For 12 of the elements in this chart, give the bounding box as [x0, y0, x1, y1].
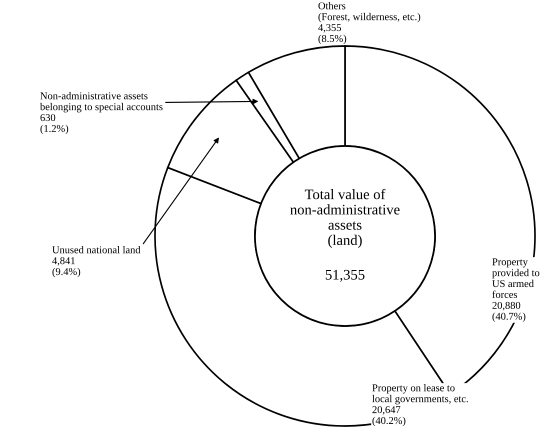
slice-label: Others (Forest, wilderness, etc.)	[318, 2, 420, 22]
text: Total value of non-administrative assets (land)	[290, 188, 400, 248]
data-label: 4,355 (8.5%)	[318, 24, 346, 44]
data-label: 630 (1.2%)	[40, 114, 68, 134]
slice-label: Non-administrative assets belonging to special accounts	[40, 92, 163, 112]
text: 51,355	[326, 270, 364, 282]
data-label: 4,841 (9.4%)	[52, 257, 80, 278]
data-label: 20,647 (40.2%)	[372, 406, 406, 426]
slice-label: Unused national land	[52, 246, 140, 254]
slice-label: Property provided to US armed forces	[492, 258, 540, 298]
data-label: 20,880 (40.7%)	[492, 302, 526, 322]
slice-label: Property on lease to local governments, etc.	[372, 384, 468, 404]
